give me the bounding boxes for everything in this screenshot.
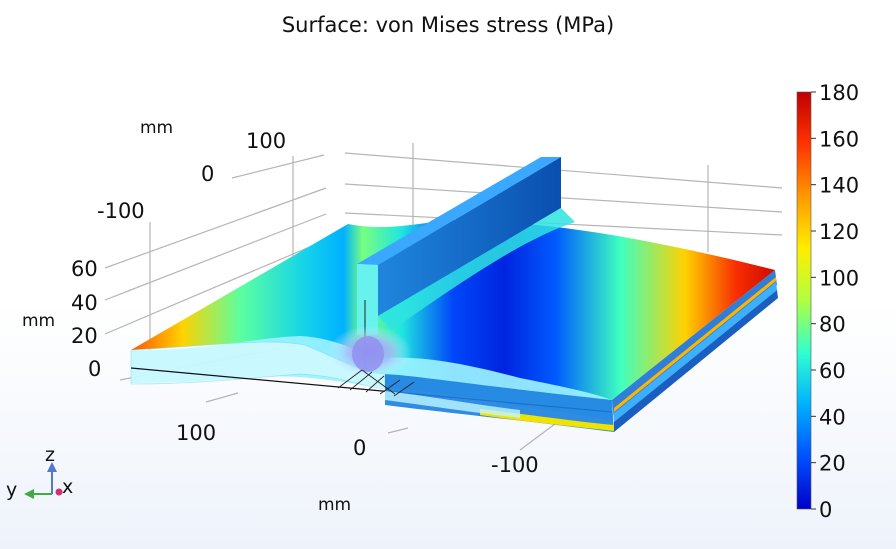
- colorbar-tick-label: 100: [819, 266, 859, 290]
- stiffener-front: [357, 264, 378, 335]
- colorbar-tick-label: 40: [819, 405, 846, 429]
- z-tick-label: 20: [71, 324, 98, 348]
- colorbar-tick-label: 20: [819, 452, 846, 476]
- chart-title: Surface: von Mises stress (MPa): [281, 13, 615, 37]
- weld-hotspot: [328, 326, 415, 397]
- stiffener-wall: [357, 157, 575, 370]
- x-axis-label: mm: [318, 495, 351, 515]
- z-arrow-icon: [47, 462, 57, 472]
- x-tick-label: -100: [491, 453, 539, 477]
- colorbar-tick-label: 60: [819, 359, 846, 383]
- y-arrow-icon: [24, 489, 34, 499]
- colorbar-ticks: 180 160 140 120 100 80 60 40 20 0: [811, 81, 859, 522]
- stiffener-side: [378, 157, 561, 316]
- triad-x-label: x: [62, 476, 73, 498]
- y-tick-label: 0: [201, 162, 214, 186]
- colorbar-tick-label: 120: [819, 220, 859, 244]
- colorbar: 180 160 140 120 100 80 60 40 20 0: [796, 81, 859, 522]
- colorbar-tick-label: 80: [819, 313, 846, 337]
- colorbar-tick-label: 0: [819, 498, 832, 522]
- x-arrow-icon: [55, 488, 63, 496]
- x-tick-label: 100: [176, 421, 216, 445]
- plate-front-edge-right: [385, 374, 614, 432]
- y-tick-label: -100: [97, 199, 145, 223]
- colorbar-tick-label: 180: [819, 81, 859, 105]
- stiffener-top: [357, 157, 561, 265]
- colorbar-tick-label: 160: [819, 127, 859, 151]
- z-axis-label: mm: [22, 311, 55, 331]
- y-axis-label: mm: [140, 118, 173, 138]
- plate-top-surface: [131, 220, 775, 400]
- z-axis-ticks: 60 40 20 0 mm: [22, 257, 101, 381]
- axis-triad: z y x: [6, 444, 73, 501]
- x-axis-ticks: 100 0 -100 mm: [176, 421, 539, 515]
- triad-z-label: z: [45, 444, 55, 466]
- z-tick-label: 60: [71, 257, 98, 281]
- plate: [130, 220, 778, 432]
- y-tick-label: 100: [246, 129, 286, 153]
- y-axis-ticks-top: 100 0 -100 mm: [97, 118, 286, 223]
- colorbar-scale: [796, 91, 812, 510]
- x-tick-label: 0: [353, 436, 366, 460]
- z-tick-label: 0: [88, 357, 101, 381]
- z-tick-label: 40: [71, 291, 98, 315]
- triad-y-label: y: [6, 479, 17, 501]
- colorbar-tick-label: 140: [819, 174, 859, 198]
